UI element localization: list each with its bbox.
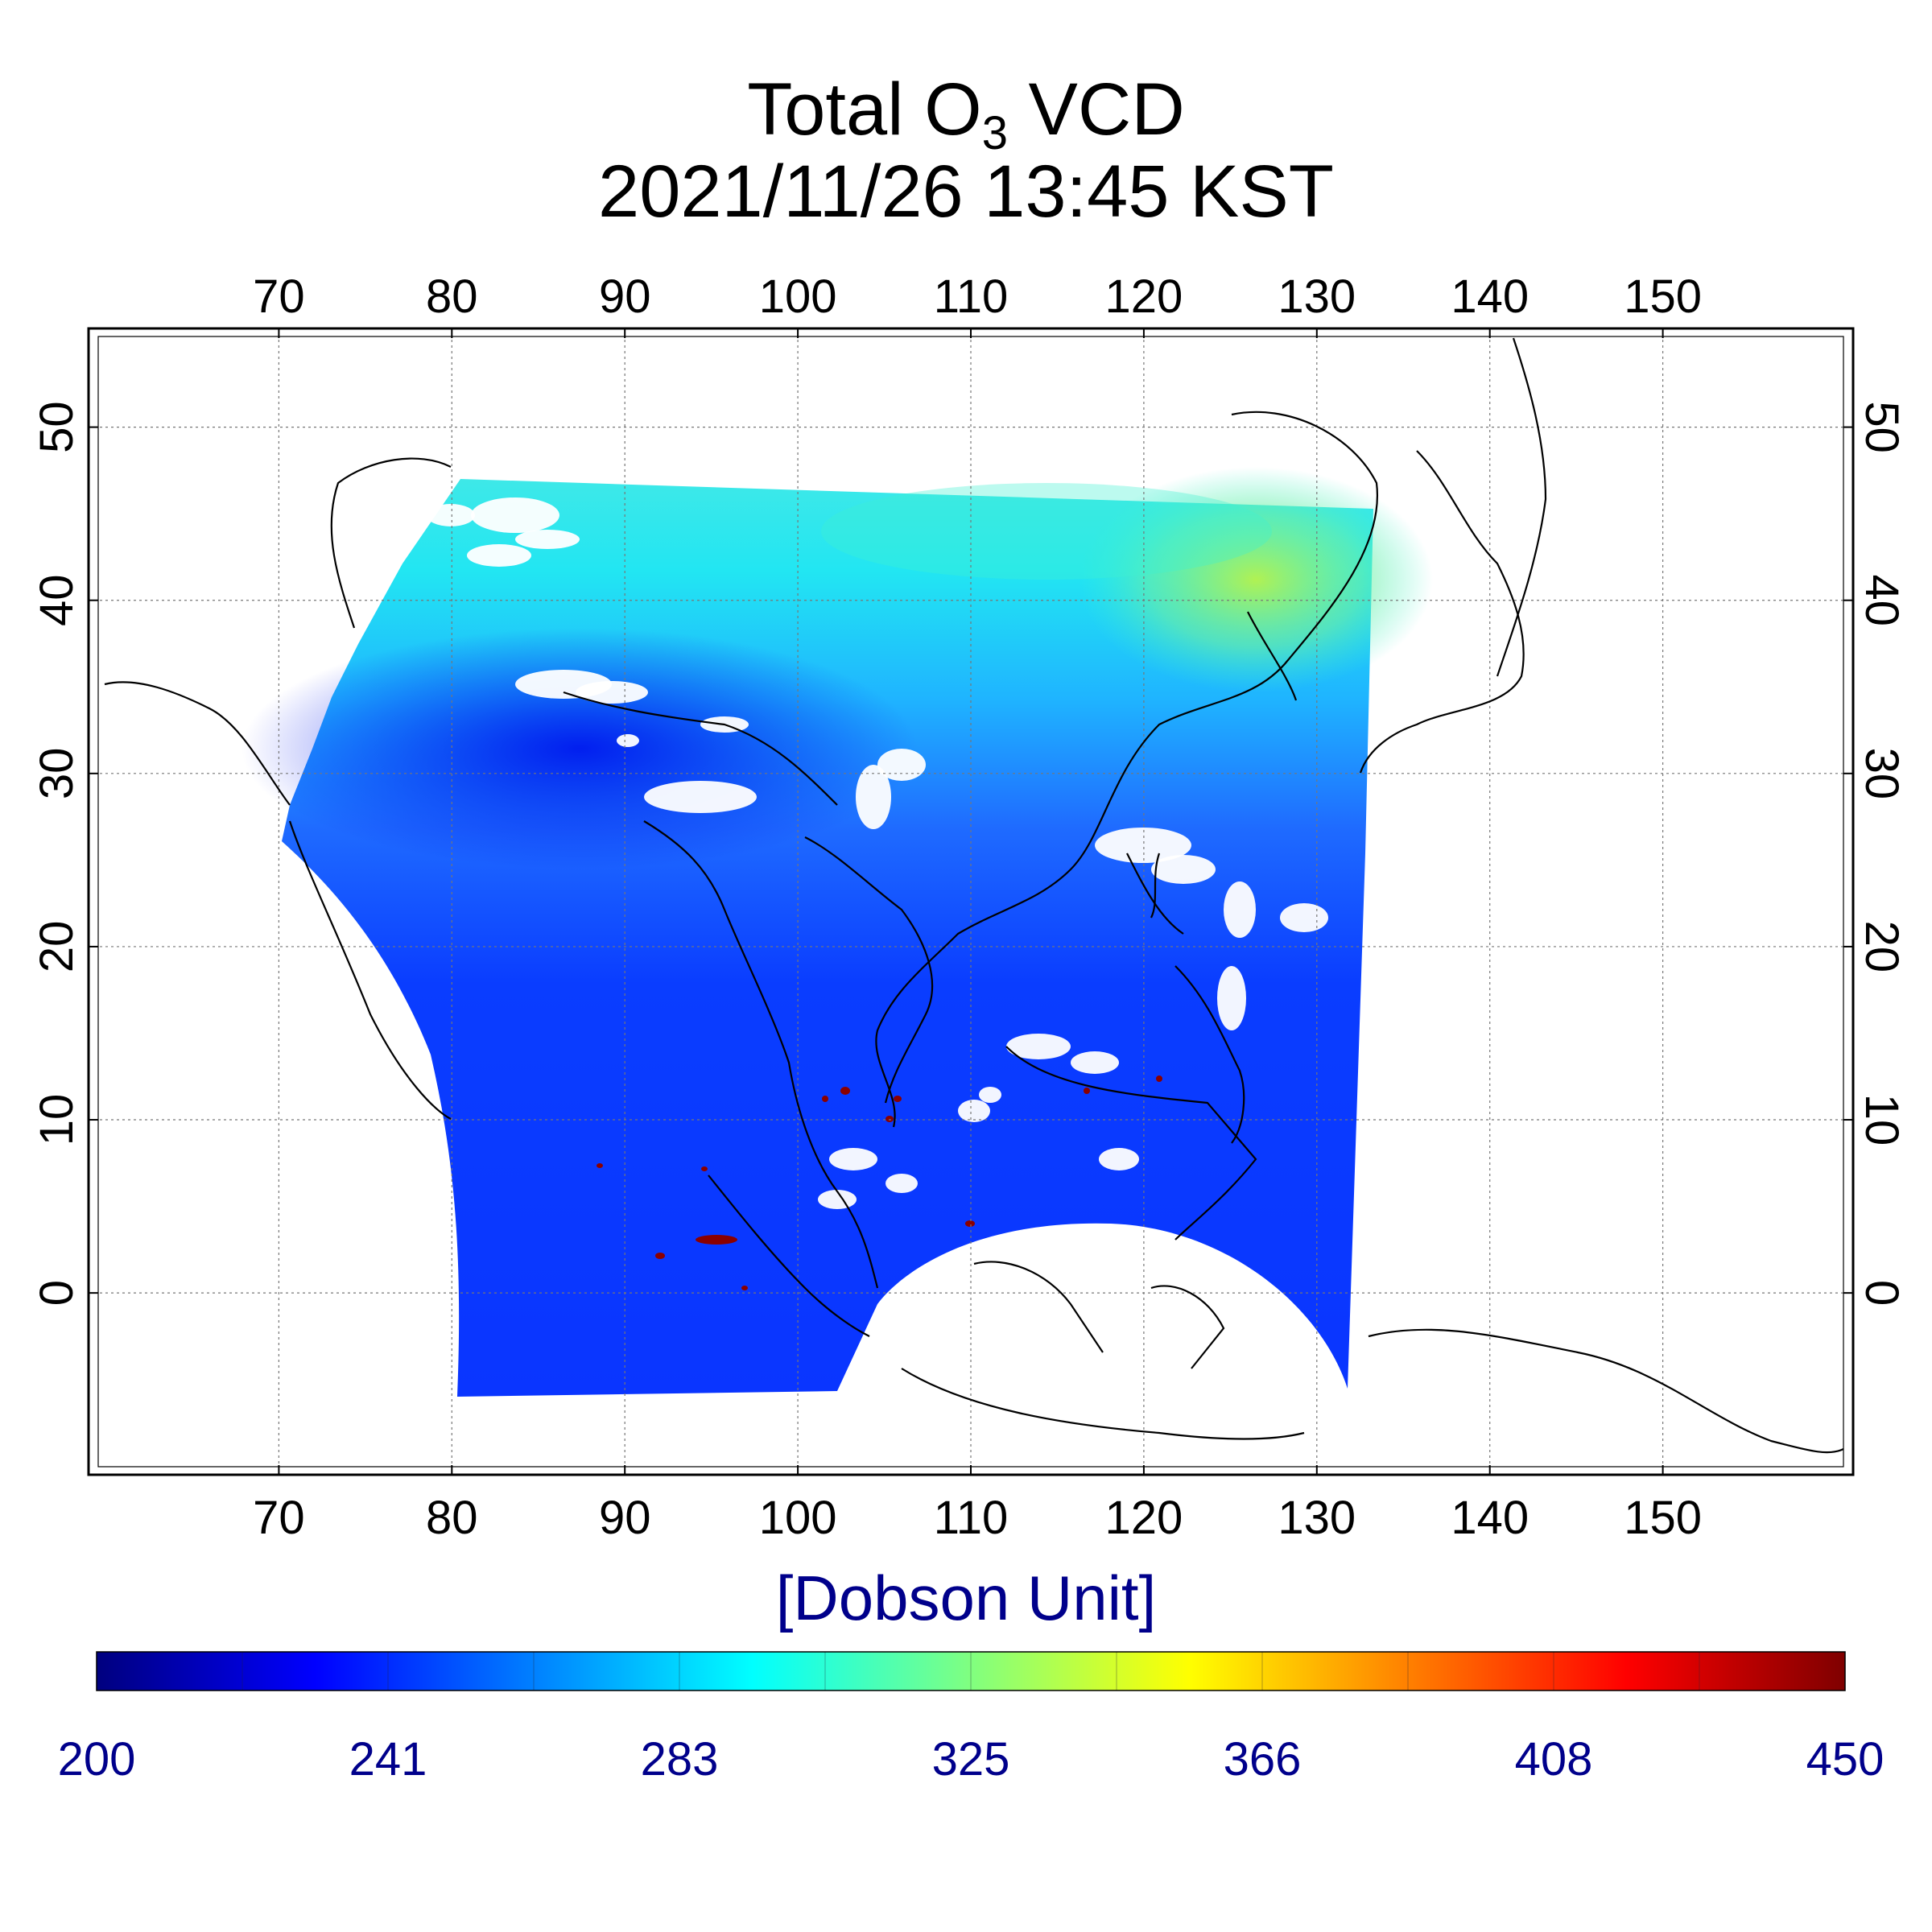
- colorbar-frame: [96, 1651, 1846, 1691]
- lat-label-right-50: 50: [1856, 401, 1908, 453]
- lon-label-top-110: 110: [934, 270, 1008, 323]
- lon-label-top-150: 150: [1624, 270, 1702, 323]
- map-title: Total O3 VCD: [0, 72, 1932, 157]
- ozone-swath: [242, 467, 1433, 1397]
- colorbar-ticks: [242, 1652, 1700, 1690]
- colorbar-label-366: 366: [1223, 1733, 1302, 1785]
- colorbar-label-325: 325: [931, 1733, 1010, 1785]
- lon-label-bottom-70: 70: [253, 1492, 305, 1544]
- lat-label-right-20: 20: [1856, 921, 1908, 973]
- colorbar-label-450: 450: [1806, 1733, 1885, 1785]
- colorbar-label-283: 283: [640, 1733, 719, 1785]
- lon-label-top-130: 130: [1278, 270, 1356, 323]
- colorbar-unit-label: [Dobson Unit]: [775, 1563, 1157, 1633]
- lat-label-right-0: 0: [1856, 1280, 1908, 1306]
- lon-label-top-80: 80: [426, 270, 478, 323]
- lon-label-bottom-120: 120: [1105, 1492, 1183, 1544]
- axis-ticks: 7070808090901001001101101201201301301401…: [31, 270, 1908, 1544]
- lat-label-right-40: 40: [1856, 574, 1908, 626]
- title-text: Total O: [747, 68, 982, 151]
- lon-label-top-120: 120: [1105, 270, 1183, 323]
- lat-label-left-0: 0: [31, 1280, 83, 1306]
- lon-label-bottom-90: 90: [599, 1492, 651, 1544]
- lat-label-left-50: 50: [31, 401, 83, 453]
- lon-label-bottom-140: 140: [1451, 1492, 1529, 1544]
- colorbar: [97, 1652, 1845, 1690]
- lon-label-bottom-110: 110: [934, 1492, 1008, 1544]
- lon-label-top-90: 90: [599, 270, 651, 323]
- lon-label-top-100: 100: [759, 270, 837, 323]
- lat-label-left-20: 20: [31, 921, 83, 973]
- lat-lon-grid: [89, 328, 1853, 1475]
- title-subscript: 3: [981, 107, 1008, 159]
- lon-label-bottom-130: 130: [1278, 1492, 1356, 1544]
- lat-label-left-10: 10: [31, 1094, 83, 1146]
- map-area: [89, 328, 1853, 1475]
- lat-label-right-30: 30: [1856, 748, 1908, 800]
- colorbar-label-241: 241: [349, 1733, 427, 1785]
- high-ozone-spots: [597, 1075, 1162, 1290]
- lon-label-bottom-80: 80: [426, 1492, 478, 1544]
- lat-label-right-10: 10: [1856, 1094, 1908, 1146]
- lon-label-top-140: 140: [1451, 270, 1529, 323]
- lat-label-left-30: 30: [31, 748, 83, 800]
- lon-label-top-70: 70: [253, 270, 305, 323]
- title-suffix: VCD: [1007, 68, 1185, 151]
- coastlines: [104, 337, 1844, 1454]
- map-timestamp: 2021/11/26 13:45 KST: [598, 151, 1334, 233]
- cloud-mask: [427, 497, 1328, 1209]
- lon-label-bottom-150: 150: [1624, 1492, 1702, 1544]
- colorbar-label-200: 200: [57, 1733, 136, 1785]
- lat-label-left-40: 40: [31, 574, 83, 626]
- colorbar-label-408: 408: [1514, 1733, 1593, 1785]
- lon-label-bottom-100: 100: [759, 1492, 837, 1544]
